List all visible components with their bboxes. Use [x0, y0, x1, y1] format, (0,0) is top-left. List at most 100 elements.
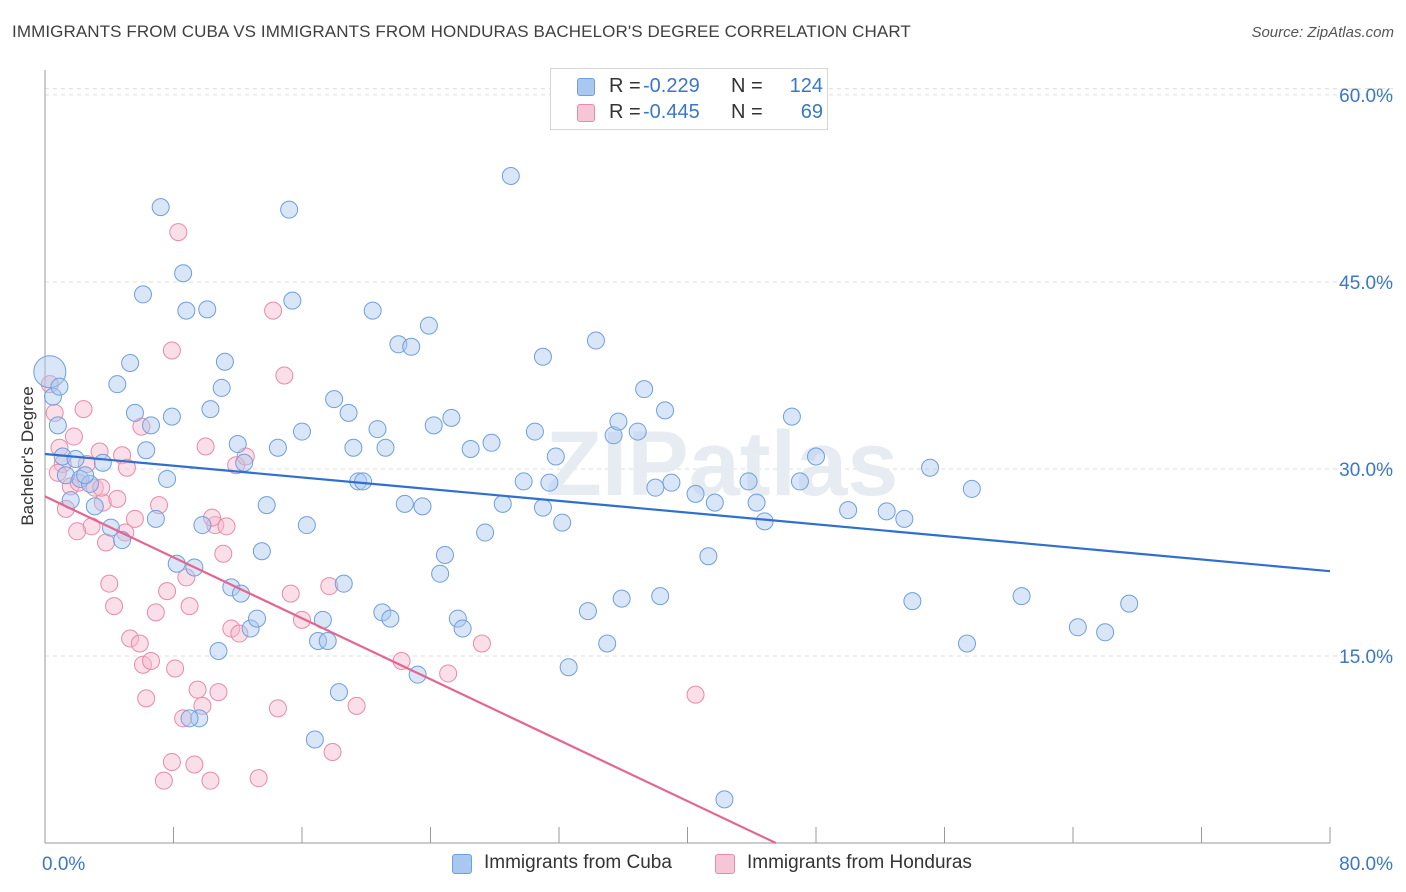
cuba-point — [839, 501, 858, 520]
cuba-point — [33, 355, 67, 389]
cuba-point — [283, 291, 302, 310]
cuba-point — [705, 493, 724, 512]
cuba-point — [419, 316, 438, 335]
y-tick-label: 60.0% — [1339, 86, 1393, 107]
cuba-point — [85, 497, 104, 516]
cuba-point — [133, 285, 152, 304]
cuba-point — [453, 619, 472, 638]
cuba-point — [921, 458, 940, 477]
honduras-point — [201, 771, 220, 790]
n-value: 69 — [800, 101, 823, 123]
n-value: 124 — [789, 75, 823, 97]
cuba-point — [339, 403, 358, 422]
cuba-swatch — [577, 78, 595, 96]
honduras-point — [100, 574, 119, 593]
honduras-point — [97, 533, 116, 552]
cuba-point — [190, 709, 209, 728]
honduras-point — [686, 685, 705, 704]
cuba-point — [782, 407, 801, 426]
honduras-point — [154, 771, 173, 790]
cuba-point — [413, 497, 432, 516]
honduras-point — [472, 634, 491, 653]
cuba-point — [559, 658, 578, 677]
cuba-point — [747, 493, 766, 512]
cuba-point — [198, 300, 217, 319]
cuba-point — [546, 447, 565, 466]
cuba-point — [248, 609, 267, 628]
cuba-point — [121, 353, 140, 372]
cuba-point — [533, 347, 552, 366]
x-tick-label: 80.0% — [1339, 854, 1393, 875]
cuba-point — [93, 453, 112, 472]
r-value: -0.445 — [643, 101, 700, 123]
cuba-point — [76, 466, 95, 485]
cuba-point — [395, 494, 414, 513]
axes — [44, 70, 1331, 844]
cuba-point — [1068, 618, 1087, 637]
cuba-point — [212, 378, 231, 397]
chart-title: IMMIGRANTS FROM CUBA VS IMMIGRANTS FROM … — [12, 22, 911, 41]
cuba-point — [177, 301, 196, 320]
cuba-point — [235, 453, 254, 472]
y-tick-label: 30.0% — [1339, 460, 1393, 481]
cuba-point — [586, 331, 605, 350]
honduras-legend-swatch — [715, 854, 735, 874]
honduras-legend-label: Immigrants from Honduras — [747, 852, 972, 873]
cuba-point — [962, 479, 981, 498]
honduras-point — [162, 752, 181, 771]
cuba-point — [268, 438, 287, 457]
cuba-point — [215, 352, 234, 371]
cuba-point — [1096, 623, 1115, 642]
cuba-point — [604, 426, 623, 445]
cuba-point — [435, 545, 454, 564]
cuba-point — [578, 602, 597, 621]
grid-lines — [45, 88, 1394, 657]
honduras-point — [162, 341, 181, 360]
cuba-point — [318, 632, 337, 651]
r-label: R = — [609, 75, 641, 97]
cuba-point — [790, 472, 809, 491]
honduras-swatch — [577, 104, 595, 122]
cuba-point — [628, 422, 647, 441]
honduras-point — [209, 683, 228, 702]
cuba-point — [344, 438, 363, 457]
cuba-point — [66, 449, 85, 468]
cuba-point — [656, 401, 675, 420]
honduras-point — [105, 597, 124, 616]
cuba-point — [162, 407, 181, 426]
y-tick-label: 15.0% — [1339, 647, 1393, 668]
honduras-point — [439, 664, 458, 683]
honduras-point — [281, 584, 300, 603]
cuba-point — [686, 484, 705, 503]
cuba-point — [151, 198, 170, 217]
cuba-point — [533, 498, 552, 517]
cuba-point — [368, 420, 387, 439]
honduras-point — [203, 508, 222, 527]
cuba-point — [50, 377, 69, 396]
cuba-point — [48, 416, 67, 435]
n-label: N = — [731, 75, 763, 97]
cuba-point — [201, 400, 220, 419]
cuba-point — [501, 166, 520, 185]
honduras-point — [275, 366, 294, 385]
cuba-legend-label: Immigrants from Cuba — [484, 852, 672, 873]
cuba-point — [108, 375, 127, 394]
honduras-point — [117, 458, 136, 477]
cuba-point — [514, 472, 533, 491]
cuba-point — [137, 441, 156, 460]
cuba-point — [228, 435, 247, 454]
cuba-point — [309, 632, 328, 651]
cuba-point — [334, 574, 353, 593]
cuba-point — [209, 641, 228, 660]
cuba-point — [476, 523, 495, 542]
cuba-point — [448, 609, 467, 628]
cuba-point — [662, 473, 681, 492]
cuba-point — [739, 472, 758, 491]
honduras-point — [142, 651, 161, 670]
honduras-point — [249, 769, 268, 788]
trend-lines — [44, 452, 1331, 844]
honduras-point — [137, 689, 156, 708]
cuba-point — [553, 513, 572, 532]
honduras-point — [64, 427, 83, 446]
